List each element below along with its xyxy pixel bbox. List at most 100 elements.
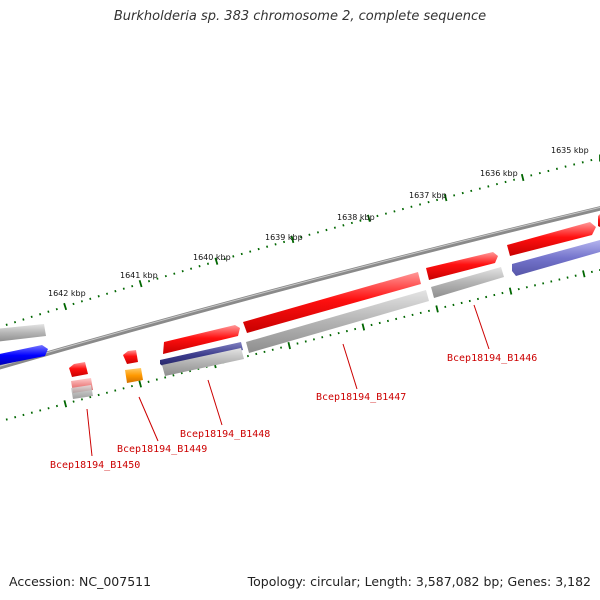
major-tick — [63, 400, 68, 408]
minor-tick — [172, 374, 175, 377]
minor-tick — [304, 340, 307, 343]
chromosome-backbone-highlight — [0, 206, 600, 367]
minor-tick — [517, 287, 520, 291]
tick-label: 1641 kbp — [120, 271, 158, 280]
minor-tick — [80, 398, 83, 401]
minor-tick — [410, 205, 413, 208]
major-tick — [435, 305, 439, 313]
minor-tick — [173, 272, 176, 275]
minor-tick — [156, 277, 159, 280]
minor-tick — [190, 267, 193, 270]
minor-tick — [147, 380, 150, 383]
minor-tick — [478, 187, 481, 190]
gene-label[interactable]: Bcep18194_B1447 — [316, 392, 406, 403]
gene-arrow — [507, 222, 596, 256]
minor-tick — [266, 245, 269, 248]
minor-tick — [122, 287, 125, 290]
minor-tick — [14, 416, 17, 419]
inner-scale-track — [5, 269, 600, 421]
minor-tick — [223, 257, 226, 261]
minor-tick — [105, 391, 108, 394]
minor-tick — [555, 167, 558, 170]
minor-tick — [452, 303, 455, 307]
minor-tick — [13, 320, 17, 324]
tick-label: 1639 kbp — [265, 233, 303, 242]
minor-tick — [590, 158, 593, 162]
label-leader-line — [207, 379, 223, 426]
minor-tick — [246, 354, 249, 358]
minor-tick — [370, 323, 373, 327]
minor-tick — [564, 165, 567, 168]
minor-tick — [198, 265, 201, 268]
minor-tick — [312, 338, 315, 341]
minor-tick — [378, 321, 381, 325]
minor-tick — [72, 400, 75, 403]
minor-tick — [461, 191, 464, 195]
gene-label[interactable]: Bcep18194_B1449 — [117, 444, 207, 455]
minor-tick — [354, 327, 357, 331]
gene-arrow — [69, 362, 88, 377]
gene-arrow — [125, 368, 143, 383]
minor-tick — [574, 274, 577, 277]
gene-arrow — [243, 272, 421, 333]
minor-tick — [47, 407, 50, 410]
minor-tick — [453, 194, 456, 197]
gene-arrow — [0, 345, 48, 365]
minor-tick — [280, 346, 283, 349]
minor-tick — [181, 269, 184, 273]
minor-tick — [476, 297, 479, 301]
minor-tick — [5, 323, 8, 326]
minor-tick — [316, 231, 319, 234]
minor-tick — [504, 180, 507, 184]
gene-arrow — [123, 350, 138, 364]
minor-tick — [427, 200, 430, 204]
minor-tick — [436, 198, 439, 202]
minor-tick — [5, 418, 8, 421]
minor-tick — [393, 210, 396, 213]
minor-tick — [249, 250, 252, 253]
minor-tick — [164, 274, 167, 278]
minor-tick — [501, 291, 504, 295]
major-tick — [582, 270, 586, 278]
minor-tick — [460, 301, 463, 305]
minor-tick — [419, 311, 422, 315]
minor-tick — [427, 309, 430, 313]
minor-tick — [342, 224, 345, 227]
tick-label: 1640 kbp — [193, 253, 231, 262]
feature-block — [246, 290, 429, 353]
minor-tick — [274, 243, 277, 246]
minor-tick — [240, 252, 243, 256]
minor-tick — [403, 315, 406, 319]
minor-tick — [581, 161, 584, 164]
major-tick — [287, 341, 291, 350]
minor-tick — [485, 295, 488, 299]
minor-tick — [114, 289, 117, 293]
major-tick — [508, 287, 513, 295]
minor-tick — [513, 178, 516, 181]
gene-label[interactable]: Bcep18194_B1448 — [180, 429, 270, 440]
feature-block — [162, 348, 244, 376]
minor-tick — [257, 247, 260, 251]
minor-tick — [495, 182, 498, 186]
minor-tick — [47, 310, 50, 313]
gene-arrow — [426, 252, 498, 280]
accession-text: Accession: NC_007511 — [9, 574, 152, 589]
label-leader-line — [342, 343, 358, 390]
major-tick — [214, 257, 219, 265]
minor-tick — [538, 171, 541, 175]
minor-tick — [114, 389, 117, 392]
gene-label[interactable]: Bcep18194_B1446 — [447, 353, 537, 364]
minor-tick — [321, 336, 324, 339]
minor-tick — [55, 404, 58, 408]
gene-label[interactable]: Bcep18194_B1450 — [50, 460, 140, 471]
minor-tick — [283, 240, 286, 244]
label-leader-line — [138, 396, 159, 442]
minor-tick — [89, 297, 92, 301]
major-tick — [367, 214, 371, 222]
outer-scale-track — [5, 154, 600, 326]
minor-tick — [542, 282, 545, 285]
major-tick — [520, 173, 525, 182]
label-leader-line — [86, 408, 93, 457]
tick-label: 1637 kbp — [409, 191, 447, 200]
minor-tick — [308, 233, 311, 236]
